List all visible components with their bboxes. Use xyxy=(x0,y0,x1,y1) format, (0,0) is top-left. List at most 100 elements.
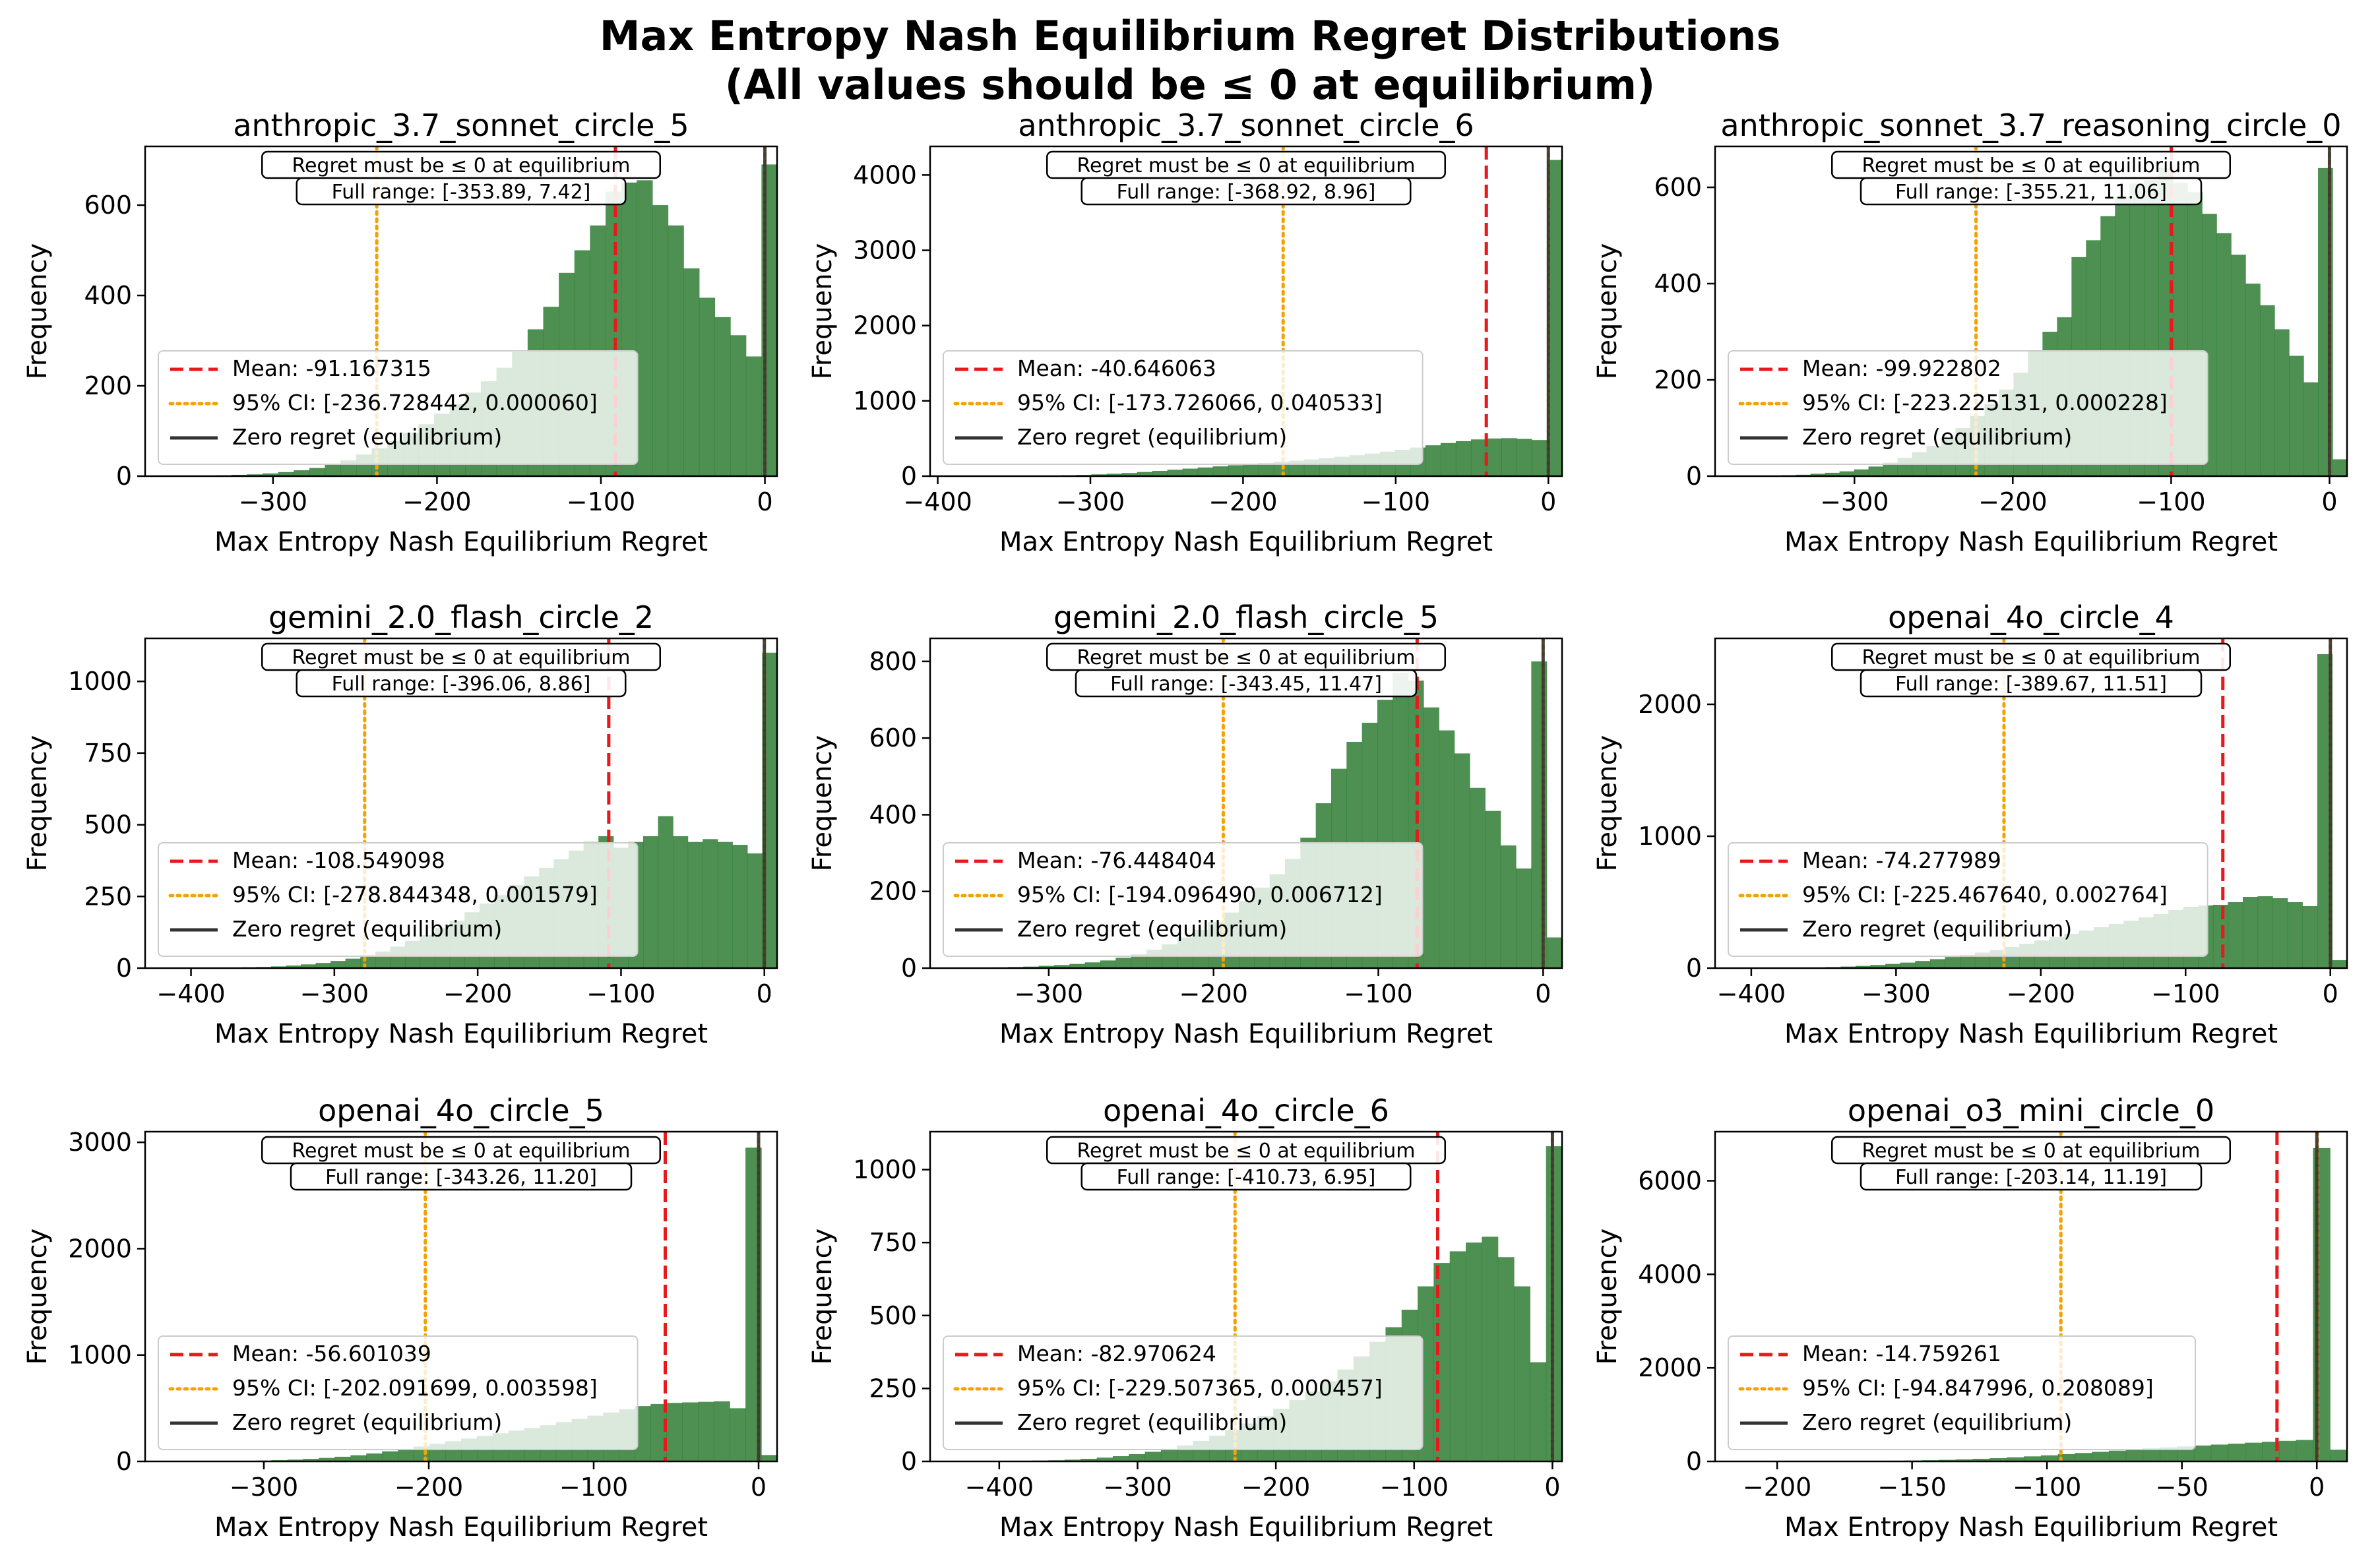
histogram-bar xyxy=(1516,439,1532,476)
y-tick-label: 2000 xyxy=(1638,690,1702,719)
histogram-bar xyxy=(1955,1459,1974,1461)
axes-frame xyxy=(144,637,778,969)
x-tick-label: −100 xyxy=(567,487,635,516)
histogram-bar xyxy=(2245,284,2261,476)
histogram-bar xyxy=(301,964,317,968)
subplot-title: openai_o3_mini_circle_0 xyxy=(1848,1093,2214,1128)
y-tick-label: 2000 xyxy=(68,1234,132,1263)
y-tick-label: 750 xyxy=(84,739,132,768)
x-tick-label: −100 xyxy=(2151,979,2220,1008)
annotation-box-2 xyxy=(1860,1162,2203,1191)
histogram-bar xyxy=(761,1455,777,1461)
y-axis-label: Frequency xyxy=(1592,1229,1623,1365)
subplot-grid: Regret must be ≤ 0 at equilibrium Full ra… xyxy=(22,107,2348,1543)
annotation-box-2 xyxy=(296,177,627,206)
legend-ci-label: 95% CI: [-225.467640, 0.002764] xyxy=(1802,882,2168,907)
histogram-bar xyxy=(1182,468,1199,476)
histogram-bar xyxy=(2278,1440,2297,1461)
histogram-bar xyxy=(2287,902,2303,968)
histogram-bar xyxy=(1870,965,1886,968)
histogram-bar xyxy=(1531,440,1548,476)
x-tick-label: 0 xyxy=(2321,487,2337,516)
histogram-bar xyxy=(1501,438,1517,476)
y-tick-label: 0 xyxy=(901,1447,917,1476)
subplot-7: Regret must be ≤ 0 at equilibrium Full ra… xyxy=(22,1093,778,1543)
x-tick-label: −200 xyxy=(394,1473,463,1502)
histogram-bar xyxy=(2242,897,2259,968)
y-axis-label: Frequency xyxy=(22,1229,53,1365)
y-tick-label: 200 xyxy=(869,877,917,906)
y-tick-label: 3000 xyxy=(853,236,917,265)
legend-zero-label: Zero regret (equilibrium) xyxy=(1017,424,1287,450)
histogram-bar xyxy=(1810,474,1826,476)
x-tick-label: −100 xyxy=(2137,487,2205,516)
legend-box xyxy=(1728,1335,2196,1450)
x-tick-label: 0 xyxy=(1544,1473,1560,1502)
histogram-bar xyxy=(1064,1459,1081,1461)
subplot-8: Regret must be ≤ 0 at equilibrium Full ra… xyxy=(807,1093,1563,1543)
y-tick-label: 200 xyxy=(1654,365,1702,394)
y-tick-label: 0 xyxy=(901,954,917,983)
histogram-bar xyxy=(398,1448,414,1461)
histogram-bar xyxy=(2317,654,2333,968)
histogram-bar xyxy=(1497,1257,1515,1461)
annotation-box-2 xyxy=(296,669,627,698)
histogram-bar xyxy=(247,474,263,476)
histogram-bar xyxy=(1945,957,1960,968)
histogram-bar xyxy=(747,853,763,968)
annotation-full-range: Full range: [-396.06, 8.86] xyxy=(332,673,591,696)
x-tick-label: −300 xyxy=(300,979,369,1008)
annotation-full-range: Full range: [-343.26, 11.20] xyxy=(325,1166,597,1189)
legend-box xyxy=(158,1335,639,1450)
legend-ci-label: 95% CI: [-194.096490, 0.006712] xyxy=(1017,882,1383,907)
x-tick-label: −200 xyxy=(2007,979,2075,1008)
legend-box xyxy=(158,842,639,957)
histogram-bar xyxy=(1883,462,1898,476)
x-tick-label: −200 xyxy=(402,487,471,516)
histogram-bar xyxy=(1100,960,1116,968)
histogram-bar xyxy=(2092,1452,2110,1461)
x-tick-label: −200 xyxy=(1241,1473,1310,1502)
annotation-equilibrium-note: Regret must be ≤ 0 at equilibrium xyxy=(292,646,630,669)
axes-frame xyxy=(1714,1130,2348,1463)
histogram-bar xyxy=(1546,937,1562,968)
histogram-bar xyxy=(1212,466,1229,476)
y-tick-label: 0 xyxy=(116,1447,132,1476)
y-tick-label: 250 xyxy=(869,1374,917,1403)
histogram-bar xyxy=(1972,1459,1991,1461)
y-tick-label: 1000 xyxy=(68,667,132,696)
histogram-bar xyxy=(682,1402,699,1461)
x-tick-label: −400 xyxy=(903,487,972,516)
x-tick-label: 0 xyxy=(2323,979,2338,1008)
histogram-bar xyxy=(2245,1442,2263,1461)
legend-mean-label: Mean: -82.970624 xyxy=(1017,1341,1216,1366)
annotation-full-range: Full range: [-389.67, 11.51] xyxy=(1895,673,2167,696)
x-tick-label: −200 xyxy=(443,979,512,1008)
histogram-bar xyxy=(1530,1362,1547,1461)
annotation-equilibrium-note: Regret must be ≤ 0 at equilibrium xyxy=(292,154,630,177)
x-tick-label: 0 xyxy=(1535,979,1551,1008)
x-tick-label: −100 xyxy=(1362,487,1430,516)
histogram-bar xyxy=(1121,473,1138,476)
x-tick-label: −300 xyxy=(1103,1473,1172,1502)
y-tick-label: 500 xyxy=(869,1301,917,1330)
x-axis-label: Max Entropy Nash Equilibrium Regret xyxy=(1784,527,2278,557)
histogram-bar xyxy=(325,464,341,476)
histogram-bar xyxy=(366,1453,383,1461)
legend-zero-label: Zero regret (equilibrium) xyxy=(1802,916,2072,942)
x-axis-label: Max Entropy Nash Equilibrium Regret xyxy=(999,1019,1493,1049)
histogram-bar xyxy=(1112,1456,1129,1461)
histogram-bar xyxy=(1137,472,1153,476)
histogram-bar xyxy=(1038,965,1055,968)
histogram-bar xyxy=(1546,1146,1562,1461)
histogram-bar xyxy=(1485,811,1501,968)
y-tick-label: 4000 xyxy=(1638,1260,1702,1289)
histogram-bar xyxy=(2212,905,2228,968)
annotation-full-range: Full range: [-368.92, 8.96] xyxy=(1117,181,1376,204)
legend-ci-label: 95% CI: [-229.507365, 0.000457] xyxy=(1017,1375,1383,1401)
annotation-box-2 xyxy=(1860,177,2203,206)
annotation-full-range: Full range: [-355.21, 11.06] xyxy=(1895,181,2167,204)
histogram-bar xyxy=(1096,1457,1113,1461)
histogram-bar xyxy=(350,1455,367,1461)
legend-zero-label: Zero regret (equilibrium) xyxy=(1802,1409,2072,1435)
